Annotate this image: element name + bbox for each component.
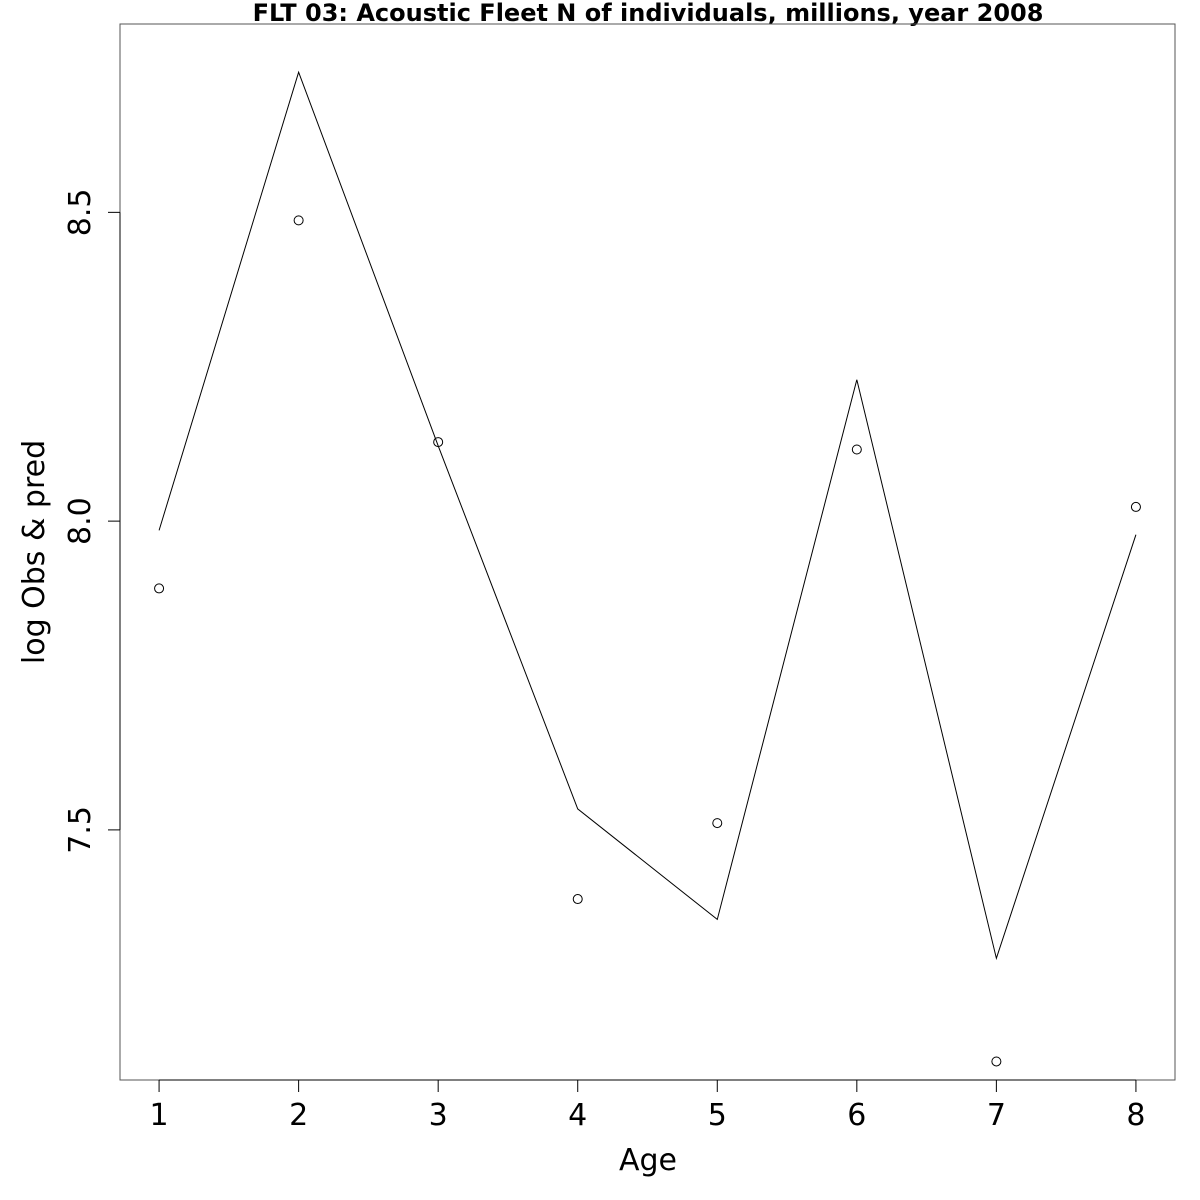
x-axis: 1 2 3 4 5 6 7 8 — [150, 1079, 1145, 1133]
y-tick-label: 8.5 — [63, 188, 98, 236]
y-tick-label: 7.5 — [63, 806, 98, 854]
chart-title: FLT 03: Acoustic Fleet N of individuals,… — [253, 0, 1044, 27]
x-axis-label: Age — [619, 1143, 677, 1178]
observed-point — [293, 215, 304, 226]
y-tick-label: 8.0 — [63, 497, 98, 545]
x-tick-label: 4 — [568, 1098, 587, 1133]
observed-points-series — [154, 215, 1141, 1067]
observed-point — [1130, 501, 1141, 512]
x-tick-label: 1 — [150, 1098, 169, 1133]
observed-point — [712, 818, 723, 829]
y-axis-label: log Obs & pred — [17, 440, 52, 664]
plot-frame — [119, 23, 1176, 1081]
observed-point — [851, 444, 862, 455]
observed-point — [572, 894, 583, 905]
observed-point — [433, 437, 444, 448]
x-tick-label: 6 — [847, 1098, 866, 1133]
x-tick-label: 7 — [987, 1098, 1006, 1133]
x-tick-label: 2 — [289, 1098, 308, 1133]
x-tick-label: 8 — [1126, 1098, 1145, 1133]
x-tick-label: 5 — [708, 1098, 727, 1133]
predicted-line — [158, 70, 1137, 961]
y-axis: 7.5 8.0 8.5 — [63, 188, 121, 854]
x-tick-label: 3 — [429, 1098, 448, 1133]
observed-point — [154, 583, 165, 594]
observed-point — [991, 1056, 1002, 1067]
predicted-line-series — [158, 70, 1137, 961]
